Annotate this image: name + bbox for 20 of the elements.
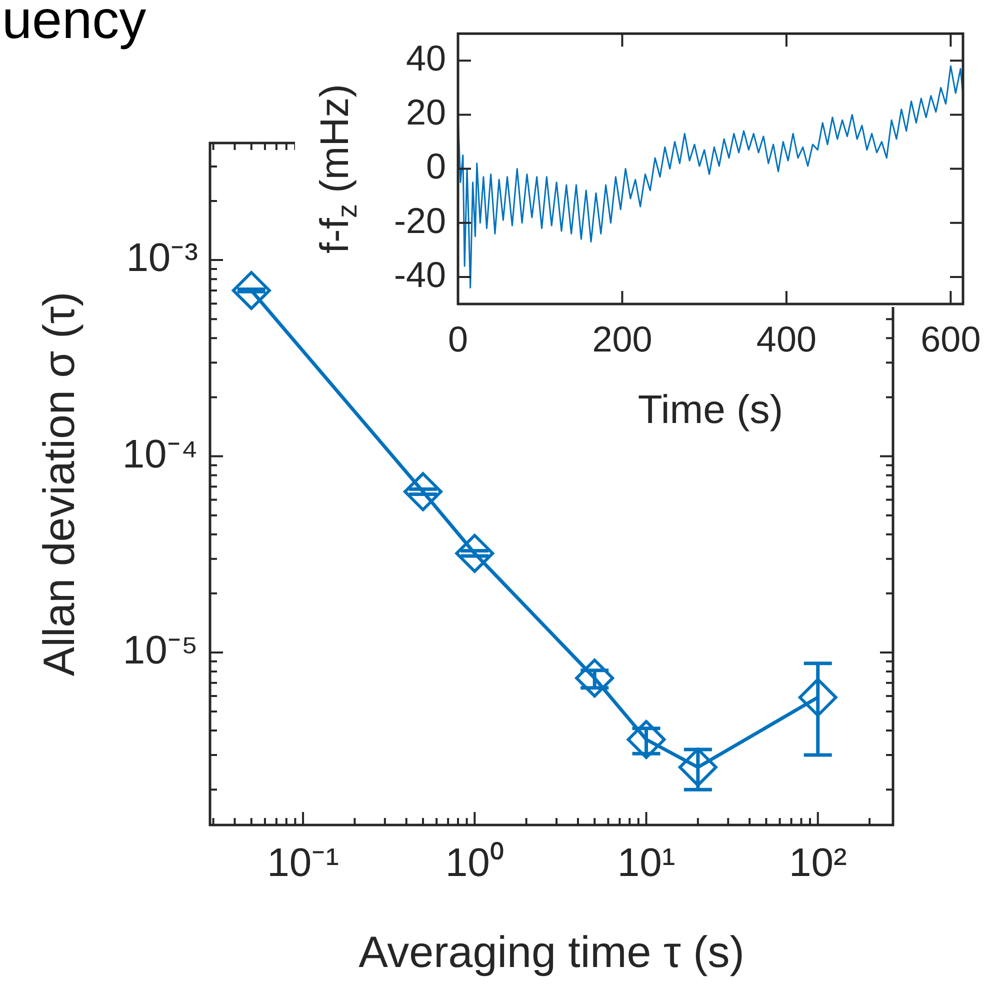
text: uency	[2, 0, 146, 50]
x-tick-label: 10⁻¹	[267, 841, 339, 886]
x-tick-label: 10¹	[617, 841, 676, 886]
y-tick-label: 0	[426, 146, 446, 187]
x-axis-title: Time (s)	[638, 388, 784, 432]
y-tick-label: 10⁻⁵	[122, 628, 198, 672]
y-axis-title: f-fz (mHz)	[313, 84, 363, 254]
x-tick-label: 600	[920, 318, 981, 360]
x-axis-title: Averaging time τ (s)	[358, 928, 744, 978]
x-tick-label: 10⁰	[445, 841, 504, 886]
y-tick-label: -40	[394, 254, 446, 295]
y-axis-title: Allan deviation σ (τ)	[35, 292, 84, 676]
y-tick-label: 10⁻³	[126, 236, 198, 280]
x-tick-label: 10²	[788, 841, 847, 886]
y-tick-label: -20	[394, 200, 446, 241]
y-tick-label: 40	[406, 38, 446, 79]
x-tick-label: 200	[592, 318, 652, 360]
x-tick-label: 400	[756, 318, 816, 360]
y-tick-label: 10⁻⁴	[122, 432, 198, 476]
y-tick-label: 20	[406, 92, 446, 133]
